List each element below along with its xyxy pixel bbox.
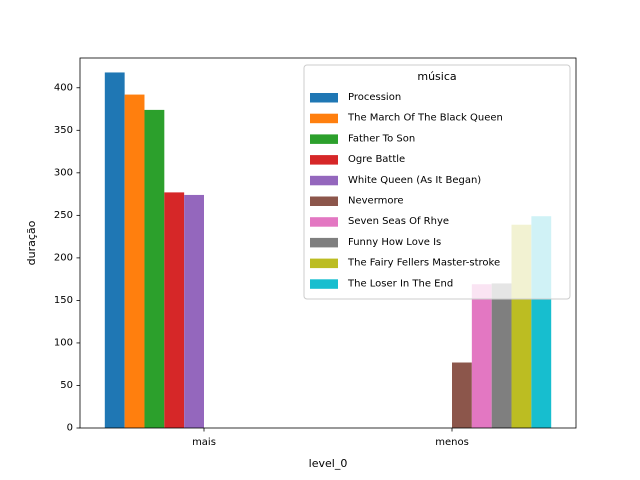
x-axis-label: level_0 <box>309 457 348 470</box>
legend-swatch-funny-how-love-is <box>310 237 338 248</box>
legend-swatch-ogre-battle <box>310 155 338 165</box>
legend-swatch-the-march-of-the-black-queen <box>310 113 338 124</box>
legend-swatch-seven-seas-of-rhye <box>310 217 338 227</box>
legend-label-ogre-battle: Ogre Battle <box>348 154 405 165</box>
x-tick-label-mais: mais <box>192 437 216 448</box>
y-tick-label-100: 100 <box>54 337 73 348</box>
y-tick-label-350: 350 <box>54 125 73 136</box>
legend-swatch-father-to-son <box>310 134 338 144</box>
y-tick-label-150: 150 <box>54 295 73 306</box>
bar-procession-mais <box>104 72 125 429</box>
y-axis-label: duração <box>25 220 38 265</box>
axes: 0 50 100 150 200 250 300 350 400 mais menos level_0… <box>25 57 577 470</box>
bar-funny-how-love-is-menos <box>491 283 512 428</box>
y-tick-label-250: 250 <box>54 210 73 221</box>
y-tick-label-0: 0 <box>67 423 73 434</box>
bar-nevermore-menos <box>452 362 472 428</box>
legend-label-the-loser-in-the-end: The Loser In The End <box>347 278 453 289</box>
legend-label-funny-how-love-is: Funny How Love Is <box>348 237 441 248</box>
legend-label-the-fairy-fellers-master-stroke: The Fairy Fellers Master-stroke <box>347 258 500 269</box>
legend-swatch-white-queen-as-it-began <box>310 175 338 186</box>
y-tick-label-400: 400 <box>54 82 73 93</box>
bar-white-queen-as-it-began-mais <box>184 194 204 428</box>
legend-label-the-march-of-the-black-queen: The March Of The Black Queen <box>347 113 503 124</box>
bar-seven-seas-of-rhye-menos <box>471 284 492 428</box>
legend-label-father-to-son: Father To Son <box>348 133 415 144</box>
legend-swatch-nevermore <box>310 196 338 206</box>
bar-the-march-of-the-black-queen-mais <box>124 94 145 428</box>
legend-swatch-the-fairy-fellers-master-stroke <box>310 258 338 269</box>
x-tick-label-menos: menos <box>435 437 469 448</box>
y-tick-label-300: 300 <box>54 167 73 178</box>
legend-title: música <box>417 70 456 83</box>
bar-ogre-battle-mais <box>164 192 185 428</box>
legend-label-seven-seas-of-rhye: Seven Seas Of Rhye <box>348 216 449 227</box>
legend-box <box>303 64 571 300</box>
legend-swatch-the-loser-in-the-end <box>310 279 338 289</box>
y-tick-label-50: 50 <box>60 380 73 391</box>
legend: música Procession The March Of The Black Q… <box>303 64 571 300</box>
legend-swatch-procession <box>310 93 338 103</box>
legend-label-procession: Procession <box>348 92 401 103</box>
plot-frame <box>79 57 577 429</box>
y-tick-label-200: 200 <box>54 252 73 263</box>
legend-label-nevermore: Nevermore <box>348 196 404 207</box>
legend-label-white-queen-as-it-began: White Queen (As It Began) <box>348 175 481 186</box>
bar-father-to-son-mais <box>144 109 165 428</box>
